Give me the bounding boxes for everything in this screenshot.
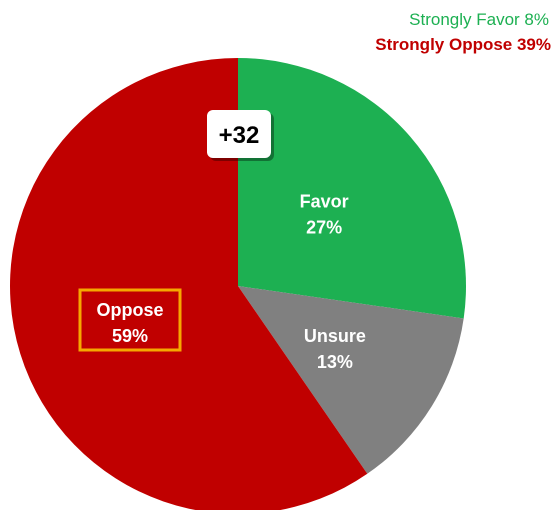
pie-labels: Favor 27% Unsure 13% Oppose 59%: [78, 191, 366, 372]
slice-value-favor: 27%: [306, 217, 342, 237]
margin-badge-box: [207, 110, 271, 158]
slice-label-favor: Favor: [300, 191, 349, 211]
pie-slice-favor: [238, 58, 467, 319]
pie-slices: [10, 58, 467, 510]
margin-badge: +32: [207, 110, 274, 161]
strongly-favor-note: Strongly Favor 8%: [409, 10, 549, 29]
pie-slice-oppose: [10, 58, 368, 510]
slice-label-oppose: Oppose: [96, 300, 163, 320]
oppose-highlight-box: [78, 288, 182, 352]
pie-slice-unsure: [238, 286, 464, 474]
slice-value-unsure: 13%: [317, 352, 353, 372]
slice-value-oppose: 59%: [112, 326, 148, 346]
margin-badge-text: +32: [219, 122, 260, 149]
slice-label-unsure: Unsure: [304, 326, 366, 346]
strongly-oppose-note: Strongly Oppose 39%: [375, 35, 551, 54]
